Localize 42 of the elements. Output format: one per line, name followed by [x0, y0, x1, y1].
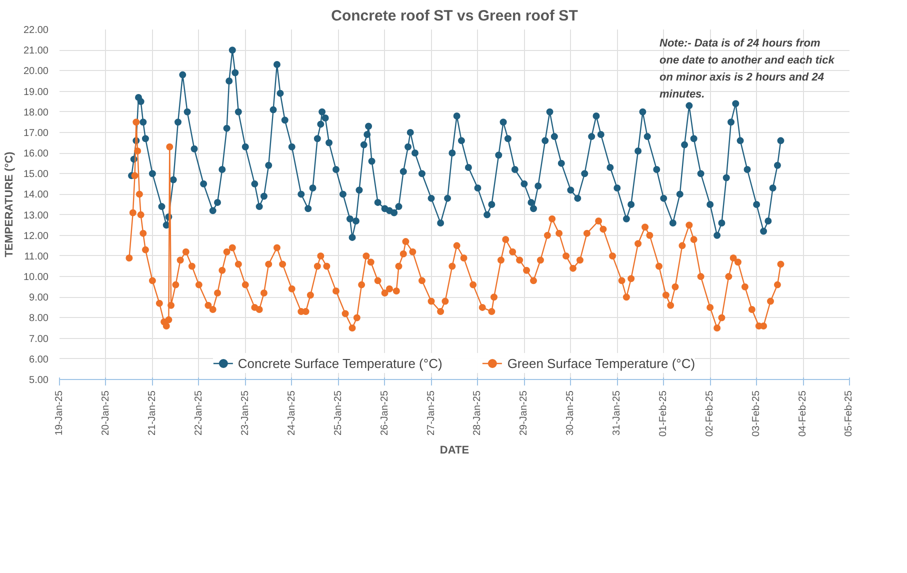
x-tick-label: 27-Jan-25	[426, 390, 437, 436]
y-tick-label: 13.00	[23, 210, 49, 222]
chart-title: Concrete roof ST vs Green roof ST	[331, 8, 578, 24]
x-tick-label: 30-Jan-25	[565, 390, 576, 436]
x-tick-label: 31-Jan-25	[612, 390, 623, 436]
y-tick-label: 9.00	[29, 292, 49, 304]
x-tick-label: 22-Jan-25	[193, 390, 204, 436]
legend-label: Concrete Surface Temperature (°C)	[238, 356, 442, 370]
x-tick-label: 20-Jan-25	[100, 390, 112, 436]
x-tick-label: 01-Feb-25	[658, 390, 670, 437]
x-tick-label: 29-Jan-25	[518, 390, 530, 436]
x-tick-label: 26-Jan-25	[379, 390, 390, 436]
y-tick-label: 19.00	[23, 86, 49, 98]
x-tick-label: 03-Feb-25	[751, 390, 762, 437]
x-tick-label: 24-Jan-25	[286, 390, 298, 436]
y-tick-label: 18.00	[23, 107, 49, 118]
annotation: Note:- Data is of 24 hours from one date to another and each tick on minor axis is 2 hours and 24 minutes.	[660, 38, 836, 100]
x-tick-label: 05-Feb-25	[844, 390, 854, 437]
y-tick-label: 21.00	[23, 46, 49, 57]
y-tick-label: 5.00	[29, 375, 49, 386]
y-tick-label: 20.00	[23, 66, 49, 78]
y-tick-label: 6.00	[29, 354, 49, 366]
y-tick-label: 12.00	[23, 230, 49, 242]
x-axis-title: DATE	[440, 444, 470, 457]
y-tick-label: 14.00	[23, 190, 49, 201]
y-tick-label: 10.00	[23, 272, 49, 284]
x-tick-label: 25-Jan-25	[332, 390, 344, 436]
y-tick-label: 15.00	[23, 169, 49, 180]
x-tick-label: 19-Jan-25	[54, 390, 65, 436]
x-tick-label: 04-Feb-25	[798, 390, 809, 437]
y-tick-label: 8.00	[29, 313, 49, 324]
x-tick-label: 02-Feb-25	[704, 390, 716, 437]
legend-label: Green Surface Temperature (°C)	[507, 356, 696, 370]
x-tick-label: 23-Jan-25	[240, 390, 251, 436]
y-tick-label: 22.00	[23, 25, 49, 36]
y-tick-label: 11.00	[24, 251, 49, 262]
y-tick-label: 7.00	[29, 334, 49, 345]
x-tick-label: 21-Jan-25	[146, 390, 158, 436]
x-tick-label: 28-Jan-25	[472, 390, 484, 436]
y-tick-label: 16.00	[23, 148, 49, 160]
y-tick-label: 17.00	[23, 128, 49, 139]
y-axis-title: TEMPERATURE (°C)	[3, 151, 16, 258]
